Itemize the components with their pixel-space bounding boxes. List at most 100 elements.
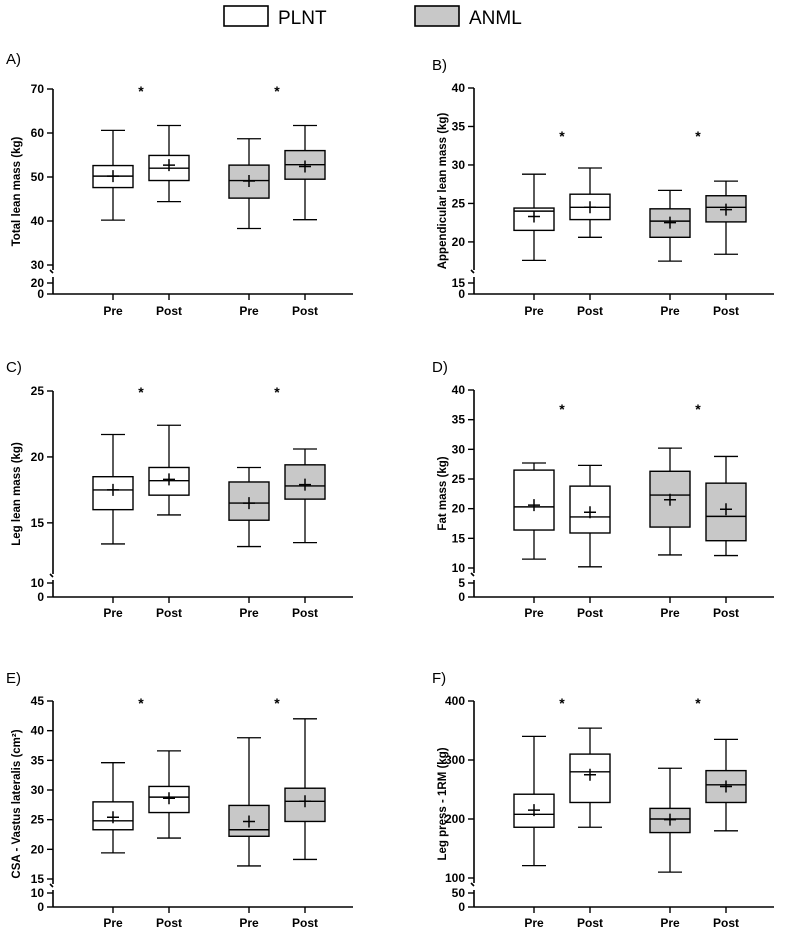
x-tick-label: Pre [660,606,680,620]
y-tick-label: 15 [31,872,45,886]
box-anml-post [284,718,326,861]
box-anml-pre [228,737,270,867]
box-anml-post [705,738,747,832]
box-mean-marker [243,815,255,828]
y-tick-label: 25 [31,384,45,398]
x-tick-label: Post [292,916,318,930]
x-tick-label: Pre [660,304,680,318]
box-mean-marker [664,813,676,826]
x-tick-label: Pre [524,304,544,318]
y-tick-label: 35 [452,119,466,133]
y-tick-label: 40 [452,383,466,397]
y-tick-label: 35 [452,413,466,427]
x-tick-label: Pre [239,916,259,930]
panel-label: C) [6,359,22,376]
y-tick-label: 20 [452,235,466,249]
box-anml-pre [649,447,691,556]
y-tick-label: 40 [31,214,45,228]
x-tick-label: Post [292,606,318,620]
y-tick-label: 100 [445,871,465,885]
y-tick-label-low: 0 [458,287,465,301]
y-tick-label-low: 0 [458,590,465,604]
y-tick-label: 20 [31,450,45,464]
box-mean-marker [163,792,175,805]
box-mean-marker [107,170,119,183]
box-anml-pre [649,767,691,873]
y-axis-title: Leg press - 1RM (kg) [437,747,449,860]
box-mean-marker [243,497,255,510]
y-axis-title: Total lean mass (kg) [11,136,23,246]
y-tick-label-low: 10 [31,886,45,900]
box-mean-marker [528,210,540,223]
panel-label: A) [6,51,21,68]
box-plnt-post [148,124,190,203]
significance-star: * [559,695,565,711]
panel-f: F) Leg press - 1RM (kg) 100 200 300 400 050 Pre… [432,670,774,930]
significance-star: * [695,695,701,711]
box-mean-marker [720,203,732,216]
legend: PLNT ANML [223,5,522,29]
x-tick-label: Post [156,304,182,318]
y-tick-label: 30 [452,442,466,456]
panel-label: F) [432,670,446,687]
y-tick-label-low: 0 [458,900,465,914]
box-mean-marker [720,780,732,793]
x-tick-label: Post [292,304,318,318]
box-mean-marker [584,768,596,781]
box-mean-marker [584,506,596,519]
y-axis-title: Appendicular lean mass (kg) [437,113,449,270]
box-plnt-pre [513,735,555,867]
y-tick-label: 20 [452,502,466,516]
box-plnt-pre [92,762,134,854]
box-mean-marker [664,216,676,229]
y-tick-label: 10 [452,561,466,575]
y-tick-label-low: 10 [31,576,45,590]
box-mean-marker [584,201,596,214]
significance-star: * [559,128,565,144]
box-plnt-pre [513,462,555,560]
box-mean-marker [664,493,676,506]
legend-item-plnt: PLNT [223,5,327,29]
legend-swatch-plnt [223,5,269,27]
x-tick-label: Post [713,304,739,318]
y-tick-label: 15 [31,516,45,530]
x-tick-label: Post [577,916,603,930]
y-tick-label: 60 [31,126,45,140]
box-anml-post [284,448,326,544]
y-tick-label: 30 [31,783,45,797]
y-tick-label: 20 [31,842,45,856]
panel-c: C) Leg lean mass (kg) 15 20 25 010 Pre Post Pre P… [6,359,353,620]
significance-star: * [695,128,701,144]
box-anml-pre [228,138,270,230]
y-axis-title: CSA - Vastus lateralis (cm²) [11,729,23,878]
y-tick-label-low: 5 [458,576,465,590]
box-anml-post [284,124,326,221]
panel-label: B) [432,57,447,74]
x-tick-label: Post [156,916,182,930]
box-mean-marker [299,478,311,491]
y-tick-label-low: 0 [37,590,44,604]
legend-label-anml: ANML [469,8,522,29]
y-axis-break [49,265,54,294]
box-plnt-post [148,750,190,839]
y-tick-label-low: 0 [37,287,44,301]
legend-label-plnt: PLNT [278,8,327,29]
panel-d: D) Fat mass (kg) 10 15 20 25 30 35 40 05 Pre Post Pr… [432,359,774,620]
box-mean-marker [299,160,311,173]
panel-label: D) [432,359,448,376]
significance-star: * [274,384,280,400]
panel-a: A) Total lean mass (kg) 30 40 50 60 70 020 Pre Po… [6,51,353,318]
y-tick-label: 70 [31,82,45,96]
box-mean-marker [243,174,255,187]
box-anml-pre [649,189,691,262]
y-tick-label: 400 [445,694,465,708]
box-plnt-post [569,167,611,238]
box-mean-marker [528,499,540,512]
x-tick-label: Post [156,606,182,620]
y-tick-label-low: 20 [31,276,45,290]
y-tick-label: 25 [452,196,466,210]
x-tick-label: Pre [660,916,680,930]
panel-b: B) Appendicular lean mass (kg) 20 25 30 35 40 0… [432,57,774,318]
